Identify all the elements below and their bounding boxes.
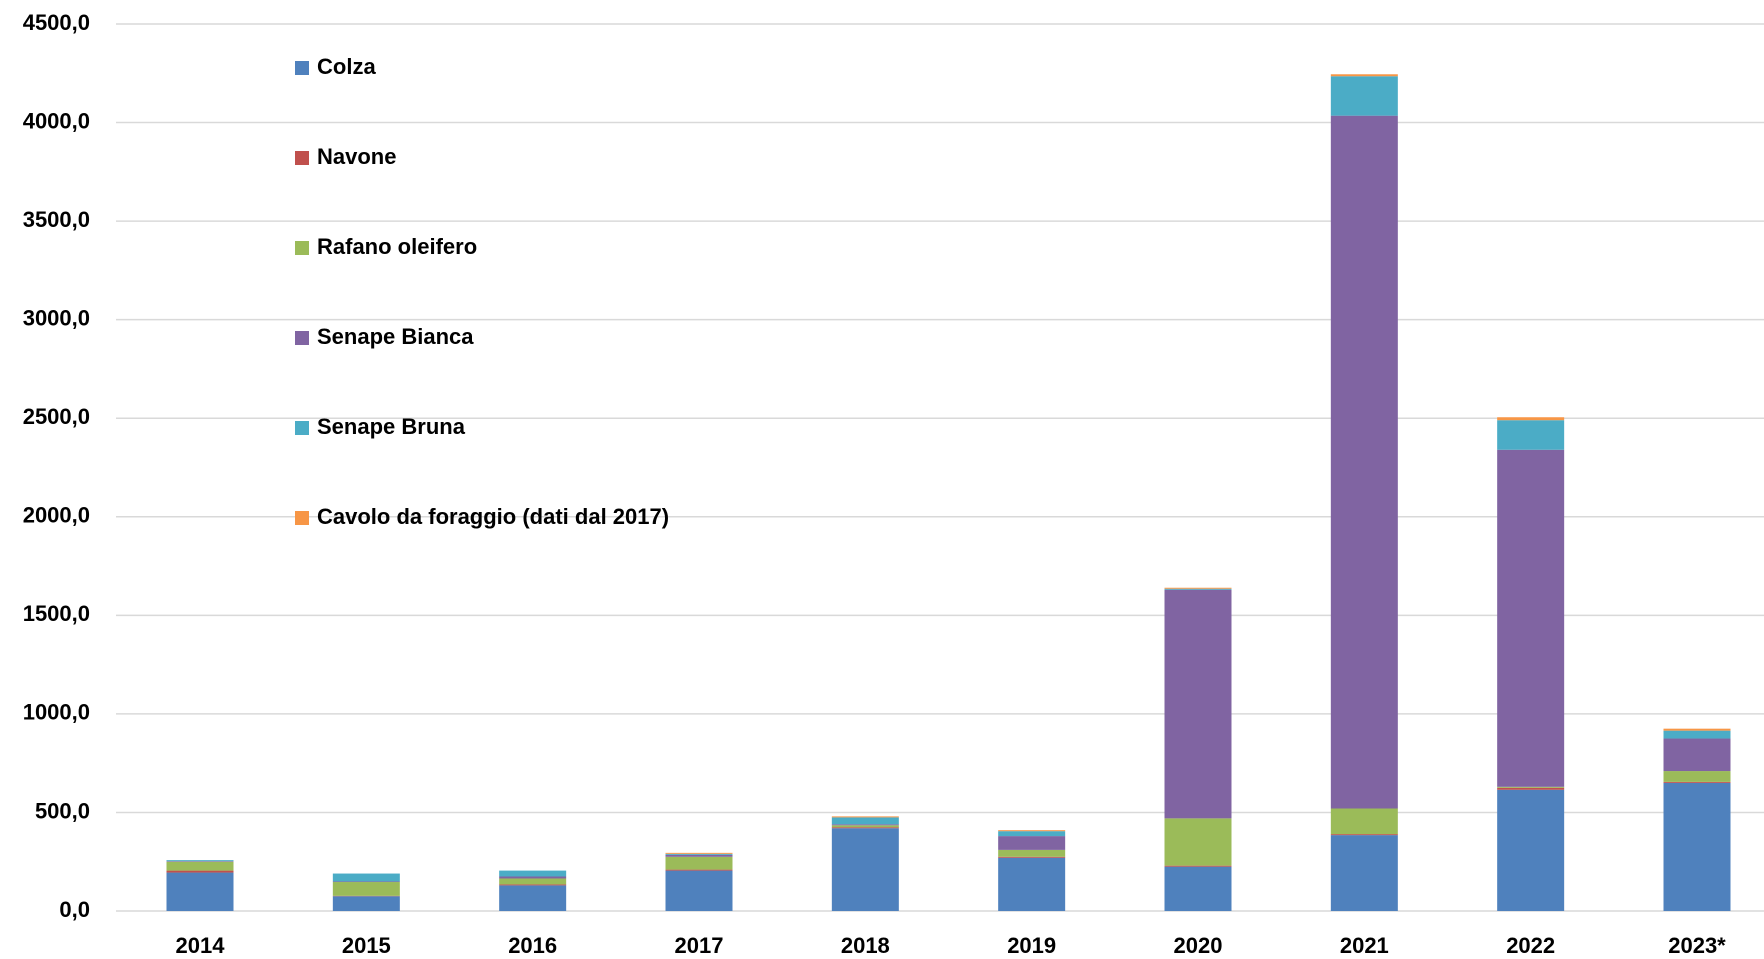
bar-segment: [1497, 417, 1565, 421]
bar-segment: [1663, 738, 1731, 772]
y-tick-label: 500,0: [35, 798, 90, 823]
bar-segment: [166, 872, 234, 911]
bar-segment: [332, 873, 400, 882]
bar-segment: [166, 870, 234, 873]
x-tick-label: 2018: [841, 933, 890, 958]
bar-segment: [166, 861, 234, 871]
bar-segment: [332, 882, 400, 896]
bar-segment: [998, 849, 1066, 857]
legend-swatch: [295, 511, 309, 525]
bar-segment: [831, 828, 899, 911]
legend-label: Navone: [317, 144, 396, 169]
legend-swatch: [295, 331, 309, 345]
y-tick-label: 3000,0: [23, 305, 90, 330]
bar-segment: [665, 853, 733, 855]
bar-segment: [1497, 420, 1565, 450]
bar-segment: [1497, 786, 1565, 788]
y-tick-label: 2000,0: [23, 503, 90, 528]
y-tick-label: 0,0: [59, 897, 90, 922]
y-tick-label: 3500,0: [23, 207, 90, 232]
legend-swatch: [295, 61, 309, 75]
bar-segment: [499, 878, 567, 885]
y-tick-label: 4500,0: [23, 10, 90, 35]
bar-segment: [499, 876, 567, 879]
bar-segment: [831, 817, 899, 825]
legend-label: Cavolo da foraggio (dati dal 2017): [317, 504, 669, 529]
bar-segment: [998, 857, 1066, 911]
bar-segment: [998, 831, 1066, 837]
bar-segment: [1663, 730, 1731, 739]
x-tick-label: 2020: [1174, 933, 1223, 958]
x-tick-label: 2021: [1340, 933, 1389, 958]
bar-segment: [1663, 771, 1731, 782]
bar-segment: [1330, 835, 1398, 911]
x-tick-label: 2016: [508, 933, 557, 958]
bar-segment: [332, 881, 400, 883]
bar-segment: [665, 856, 733, 870]
bar-segment: [831, 825, 899, 828]
bar-segment: [1164, 818, 1232, 866]
bar-segment: [166, 861, 234, 862]
bar-segment: [499, 885, 567, 911]
bar-segment: [1164, 865, 1232, 867]
bar-segment: [1164, 588, 1232, 590]
bar-segment: [831, 816, 899, 818]
legend-swatch: [295, 241, 309, 255]
x-tick-label: 2019: [1007, 933, 1056, 958]
bar-segment: [1663, 782, 1731, 911]
bar-segment: [998, 836, 1066, 850]
bar-segment: [1164, 866, 1232, 911]
legend-label: Rafano oleifero: [317, 234, 477, 259]
legend-label: Senape Bianca: [317, 324, 474, 349]
bar-segment: [831, 824, 899, 826]
bar-segment: [332, 896, 400, 911]
bar-segment: [1330, 115, 1398, 809]
bar-segment: [1663, 781, 1731, 783]
y-tick-label: 2500,0: [23, 404, 90, 429]
x-tick-label: 2022: [1506, 933, 1555, 958]
legend-label: Colza: [317, 54, 376, 79]
bar-segment: [665, 870, 733, 911]
bar-segment: [1497, 789, 1565, 911]
legend-swatch: [295, 151, 309, 165]
y-tick-label: 1000,0: [23, 700, 90, 725]
bar-segment: [998, 830, 1066, 832]
bar-segment: [166, 860, 234, 862]
bar-segment: [998, 856, 1066, 858]
x-tick-label: 2017: [675, 933, 724, 958]
legend-label: Senape Bruna: [317, 414, 466, 439]
y-tick-label: 1500,0: [23, 601, 90, 626]
bar-segment: [665, 869, 733, 871]
bar-segment: [1164, 589, 1232, 819]
bar-segment: [1330, 808, 1398, 835]
bar-segment: [1330, 74, 1398, 77]
bar-segment: [665, 854, 733, 857]
y-tick-label: 4000,0: [23, 108, 90, 133]
x-tick-label: 2015: [342, 933, 391, 958]
bar-segment: [1164, 587, 1232, 589]
bar-segment: [1330, 834, 1398, 836]
legend-swatch: [295, 421, 309, 435]
x-tick-label: 2023*: [1668, 933, 1726, 958]
bar-segment: [1497, 449, 1565, 787]
bar-segment: [499, 884, 567, 886]
bar-segment: [665, 852, 733, 854]
bar-segment: [1497, 787, 1565, 790]
bar-segment: [831, 827, 899, 829]
bar-segment: [1663, 728, 1731, 731]
bar-segment: [499, 870, 567, 877]
x-tick-label: 2014: [176, 933, 226, 958]
bar-segment: [1330, 76, 1398, 116]
